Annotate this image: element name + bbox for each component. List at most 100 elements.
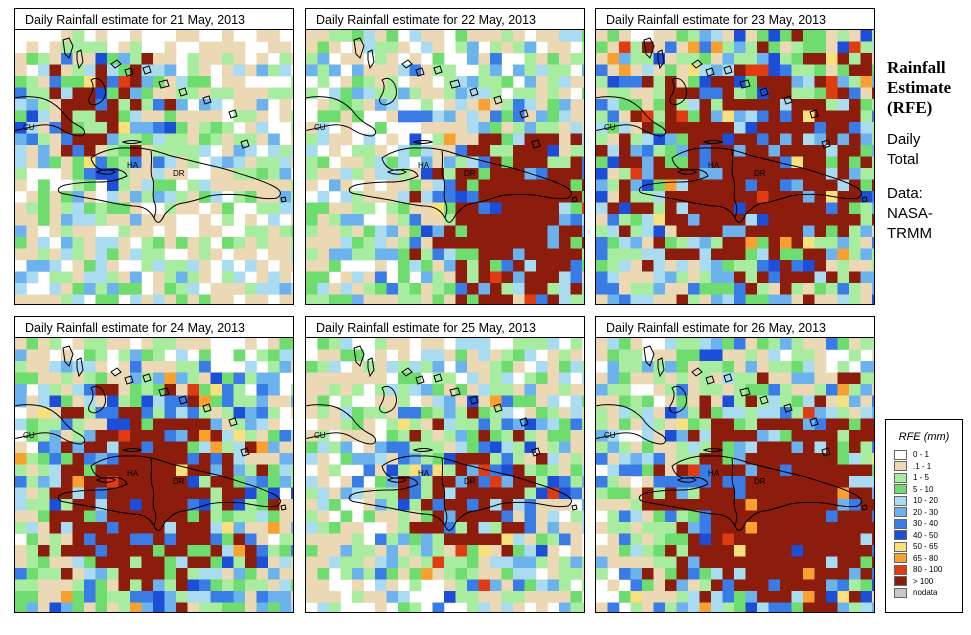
rain-cell <box>860 533 873 546</box>
rain-cell <box>398 533 410 546</box>
rain-cell <box>757 579 769 592</box>
rain-cell <box>95 133 108 146</box>
rain-cell <box>676 591 689 603</box>
rain-cell <box>490 361 502 373</box>
rain-cell <box>676 441 689 454</box>
rain-cell <box>306 271 318 284</box>
rain-cell <box>501 464 514 477</box>
rain-cell <box>317 533 330 546</box>
rain-cell <box>722 407 735 419</box>
source-line3: TRMM <box>887 225 932 242</box>
rain-cell <box>279 510 292 523</box>
bahamas-coastline <box>353 37 365 59</box>
rain-cell <box>141 294 154 304</box>
rain-cell <box>291 237 293 249</box>
rain-cell <box>501 179 514 192</box>
rain-cell <box>268 395 280 408</box>
rain-cell <box>536 294 548 304</box>
rain-cell <box>15 579 27 592</box>
rain-cell <box>187 338 200 350</box>
rain-cell <box>768 418 781 431</box>
rain-cell <box>688 407 700 419</box>
rain-cell <box>245 361 257 373</box>
rain-cell <box>524 248 537 261</box>
rain-cell <box>455 533 468 546</box>
rain-cell <box>153 260 165 272</box>
rain-cell <box>118 338 131 350</box>
rain-cell <box>780 407 792 419</box>
rain-cell <box>187 294 200 304</box>
rain-cell <box>745 533 758 546</box>
rain-cell <box>837 110 850 123</box>
rain-cell <box>222 64 234 77</box>
rain-cell <box>95 361 108 373</box>
rain-cell <box>409 214 422 226</box>
rain-cell <box>849 237 861 249</box>
rain-cell <box>15 545 27 557</box>
rain-cell <box>26 568 39 580</box>
rain-cell <box>455 214 468 226</box>
rain-cell <box>860 179 873 192</box>
rain-cell <box>245 283 257 295</box>
rain-cell <box>478 545 491 557</box>
rain-cell <box>524 260 537 272</box>
rain-cell <box>860 156 873 169</box>
rain-cell <box>665 487 677 500</box>
rain-cell <box>665 591 677 603</box>
rain-cell <box>582 41 584 54</box>
rain-cell <box>814 407 827 419</box>
rain-cell <box>676 122 689 134</box>
rain-cell <box>291 522 293 534</box>
rain-cell <box>306 156 318 169</box>
rain-cell <box>559 110 571 123</box>
rain-cell <box>653 591 666 603</box>
cuba-label: CU <box>23 123 35 132</box>
rain-cell <box>245 248 257 261</box>
rain-cell <box>352 191 364 203</box>
rain-cell <box>688 214 700 226</box>
rain-cell <box>780 225 792 238</box>
rain-cell <box>130 418 142 431</box>
rain-cell <box>780 338 792 350</box>
rain-cell <box>107 556 119 569</box>
rain-cell <box>26 510 39 523</box>
rain-cell <box>547 283 560 295</box>
rain-cell <box>222 395 234 408</box>
rain-cell <box>352 41 364 54</box>
rain-cell <box>187 361 200 373</box>
rain-cell <box>256 476 269 488</box>
rain-cell <box>711 76 723 88</box>
rain-cell <box>210 499 223 511</box>
rain-cell <box>582 602 584 612</box>
rain-cell <box>107 464 119 477</box>
rain-cell <box>478 248 491 261</box>
rain-cell <box>38 522 50 534</box>
rain-cell <box>768 202 781 215</box>
rain-cell <box>872 87 874 100</box>
rain-cell <box>872 64 874 77</box>
rain-cell <box>222 87 234 100</box>
rain-cell <box>164 361 177 373</box>
rain-cell <box>38 202 50 215</box>
rain-cell <box>141 602 154 612</box>
rain-cell <box>340 202 353 215</box>
rain-cell <box>84 99 96 111</box>
rain-cell <box>711 361 723 373</box>
rain-cell <box>222 384 234 396</box>
rain-cell <box>570 110 583 123</box>
rain-cell <box>187 283 200 295</box>
rain-cell <box>536 87 548 100</box>
rain-cell <box>256 510 269 523</box>
rain-cell <box>95 87 108 100</box>
rain-cell <box>153 430 165 442</box>
bahamas-coastline <box>493 95 503 105</box>
rain-cell <box>279 556 292 569</box>
rain-cell <box>107 395 119 408</box>
rain-cell <box>688 110 700 123</box>
rain-cell <box>107 430 119 442</box>
rain-cell <box>279 453 292 465</box>
rain-cell <box>141 476 154 488</box>
rain-cell <box>536 30 548 42</box>
panel-22-may: Daily Rainfall estimate for 22 May, 2013… <box>305 8 587 305</box>
rain-cell <box>826 602 838 612</box>
